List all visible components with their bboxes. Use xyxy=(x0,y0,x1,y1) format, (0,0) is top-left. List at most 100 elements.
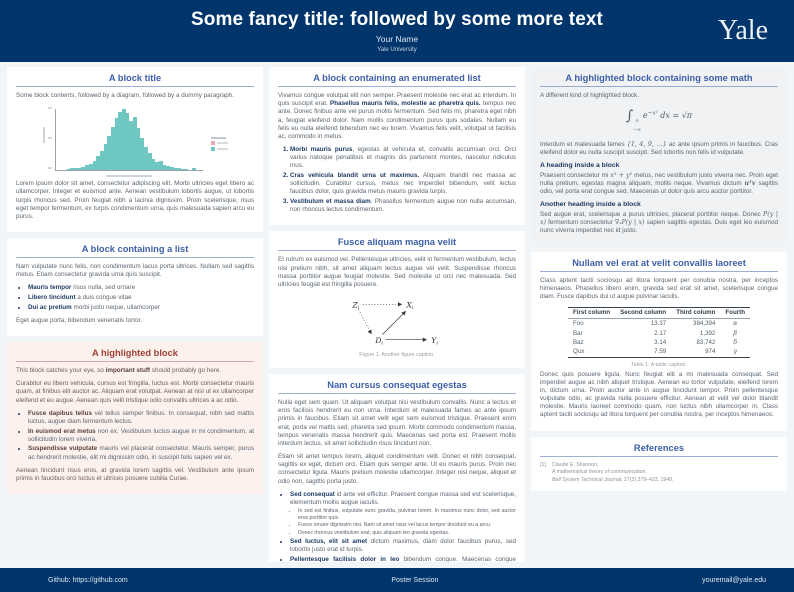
list-item: In euismod erat metus non ex. Vestibulum… xyxy=(28,428,254,444)
dag-node-X: Xi xyxy=(405,301,414,312)
histogram-bar xyxy=(70,168,75,170)
equation-exponent: −x² xyxy=(647,110,658,117)
highlighted-math-block: A highlighted block containing some math… xyxy=(531,67,787,247)
paragraph: Class aptent taciti sociosqu ad litora t… xyxy=(540,277,778,301)
histogram-bar xyxy=(114,118,119,170)
text-segment: Cras vehicula blandit urna ut maximus. xyxy=(290,172,420,180)
text-segment: id ante vel efficitur. Praesent congue m… xyxy=(290,490,516,506)
paragraph: Nulla eget sem quam. Ut aliquam volutpat… xyxy=(278,399,516,447)
histogram-bar xyxy=(181,169,185,170)
sub-list-item: Donec rhoncus vestibulum erat, quis aliq… xyxy=(298,530,516,537)
text-segment: bibendum congue. Maecenas congue finibus… xyxy=(403,555,516,562)
column-1: A block title Some block contents, follo… xyxy=(7,67,263,562)
paragraph: Nam vulputate nunc felis, non condimentu… xyxy=(16,263,254,279)
list-item: Suspendisse vulputate mauris vel placera… xyxy=(28,445,254,461)
poster-institution: Yale University xyxy=(377,46,417,53)
text-segment: Phasellus mauris felis, molestie ac phar… xyxy=(330,100,481,108)
histogram-bar xyxy=(173,167,178,170)
text-segment: should probably go here. xyxy=(150,367,222,375)
paragraph: Interdum et malesuada fames {1, 4, 9, …}… xyxy=(540,141,778,157)
legend-label xyxy=(216,142,228,145)
histogram-bar xyxy=(99,151,104,170)
list-item: Sed luctus, elit sit amet dictum maximus… xyxy=(290,538,516,554)
histogram-bars xyxy=(63,108,196,170)
text-segment: Morbi mauris purus xyxy=(290,146,353,154)
text-segment: Fusce dapibus tellus xyxy=(28,409,92,417)
poster-body: A block title Some block contents, follo… xyxy=(0,62,794,568)
highlighted-block: A highlighted block This block catches y… xyxy=(7,342,263,495)
table-header-cell: First column xyxy=(568,307,616,320)
block-enumerated-list: A block containing an enumerated list Vi… xyxy=(269,67,525,226)
text-segment: fermentum consectetur xyxy=(546,218,615,226)
histogram-bar xyxy=(136,128,141,170)
text-segment: Praesent consectetur mi xyxy=(540,171,611,179)
table-cell: 974 xyxy=(705,348,716,356)
text-segment: In euismod erat metus xyxy=(28,427,96,435)
list-item: Fusce dapibus tellus vel tellus semper f… xyxy=(28,410,254,426)
histogram-bar xyxy=(81,166,86,170)
equation-body: dx = xyxy=(657,111,682,121)
dag-node-Y: Yi xyxy=(431,336,438,347)
column-2: A block containing an enumerated list Vi… xyxy=(269,67,525,562)
histogram-bar xyxy=(107,136,111,170)
table-row: Baz 3.14 83,742 δ xyxy=(568,338,750,347)
legend-title xyxy=(211,137,226,140)
text-segment: non ex. Vestibulum luctus augue in mi co… xyxy=(28,427,254,443)
paragraph: Vivamus congue volutpat elit non semper.… xyxy=(278,92,516,141)
list-item: Sed consequat id ante vel efficitur. Pra… xyxy=(290,491,516,537)
poster-author: Your Name xyxy=(375,34,419,45)
paragraph: Curabitur eu libero vehicula, cursus est… xyxy=(16,380,254,404)
text-segment: A mathematical theory of communication. xyxy=(552,469,647,476)
text-segment: Sed consequat xyxy=(290,490,335,498)
paragraph: A different kind of highlighted block. xyxy=(540,92,639,99)
text-segment: morbi justo neque, ullamcorper xyxy=(71,303,160,311)
histogram-x-axis-label xyxy=(106,174,152,178)
bullet-list: Fusce dapibus tellus vel tellus semper f… xyxy=(18,410,254,462)
block-containing-a-list: A block containing a list Nam vulputate … xyxy=(7,238,263,337)
text-segment: mauris vel placerat consectetur. Mauris … xyxy=(28,445,254,461)
text-segment: Vivamus congue volutpat elit non semper.… xyxy=(278,92,516,108)
text-segment: , 27(3):379–423, 1948. xyxy=(621,477,674,484)
inner-heading: A heading inside a block xyxy=(540,162,620,170)
text-segment: Interdum et malesuada fames xyxy=(540,140,627,148)
legend-entry xyxy=(211,141,228,146)
histogram-bar xyxy=(96,156,100,170)
text-segment: sagittis odio, vel porta erat congue sed… xyxy=(540,179,778,195)
dag-node-D: Di xyxy=(374,336,383,347)
text-segment: Sed augue erat, scelerisque a purus ultr… xyxy=(540,210,763,218)
histogram-bar xyxy=(77,167,82,170)
text-segment: important stuff xyxy=(105,367,151,375)
text-segment: tempus nec ante. Donec finibus ante vel … xyxy=(278,100,516,140)
histogram-bar xyxy=(85,165,89,170)
table-cell: 2.17 xyxy=(654,329,667,337)
table-header-cell: Third column xyxy=(671,307,721,320)
bullet-list: Sed consequat id ante vel efficitur. Pra… xyxy=(280,491,516,562)
histogram-bar xyxy=(151,158,156,170)
footer-session-label: Poster Session xyxy=(391,576,439,584)
block-heading: Nam cursus consequat egestas xyxy=(278,378,516,395)
text-segment: Pellentesque facilisis dolor in leo xyxy=(290,555,400,562)
text-segment: Donec rhoncus vestibulum erat, quis aliq… xyxy=(298,529,450,536)
paragraph: Lorem ipsum dolor sit amet, consectetur … xyxy=(16,180,254,220)
histogram-bar xyxy=(129,120,134,170)
sub-list-item: Fusce ornare dignissim nisi. Nam sit ame… xyxy=(298,522,516,529)
histogram-plot-area xyxy=(55,108,203,178)
block-heading: Fusce aliquam magna velit xyxy=(278,235,516,252)
text-segment: Dui ac pretium xyxy=(28,303,72,311)
reference-line: Bell System Technical Journal, 27(3):379… xyxy=(552,477,674,485)
text-segment: {1, 4, 9, …} xyxy=(626,140,667,148)
email-link[interactable]: youremail@yale.edu xyxy=(702,576,766,584)
text-segment: P(y | x) xyxy=(540,210,779,226)
paragraph: Aenean tincidunt risus eros, at gravida … xyxy=(16,466,254,482)
histogram-bar xyxy=(92,160,97,170)
github-link[interactable]: Github: https://github.com xyxy=(48,576,128,584)
inner-heading: Another heading inside a block xyxy=(540,201,641,209)
list-item: Dui ac pretium morbi justo neque, ullamc… xyxy=(28,304,254,312)
reference-line: Claude E. Shannon. xyxy=(552,462,674,470)
histogram-bar xyxy=(158,160,163,170)
block-heading: A block containing a list xyxy=(16,242,254,259)
paragraph: Et rutrum ex euismod vel. Pellentesque u… xyxy=(278,256,516,288)
histogram-legend xyxy=(211,137,228,152)
paragraph: Sed augue erat, scelerisque a purus ultr… xyxy=(540,211,778,236)
